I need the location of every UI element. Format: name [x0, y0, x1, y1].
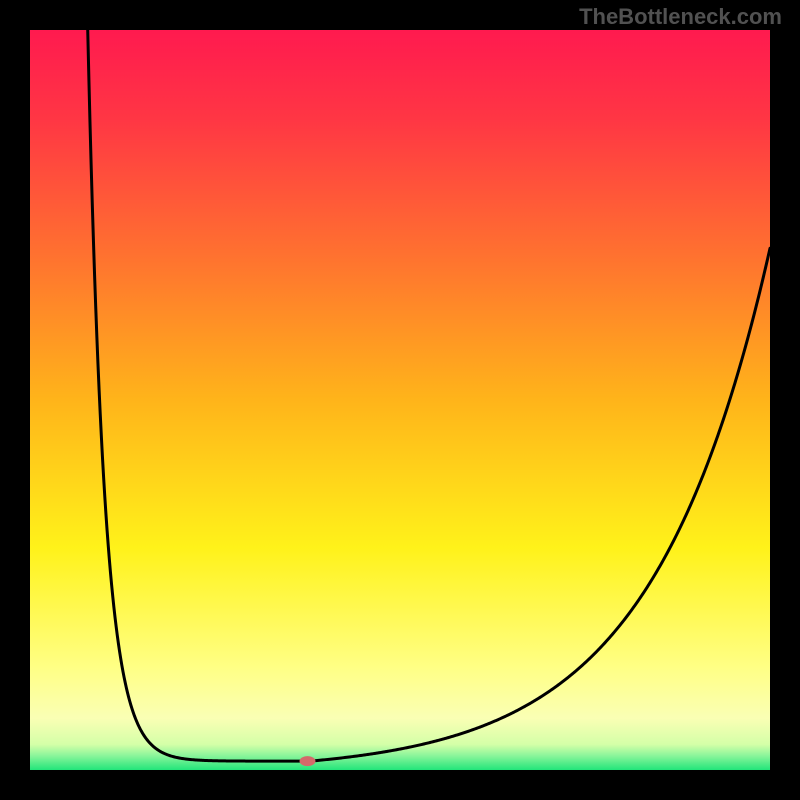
chart-background: [30, 30, 770, 770]
watermark-text: TheBottleneck.com: [579, 4, 782, 30]
bottleneck-chart: [0, 0, 800, 800]
optimum-marker: [300, 756, 316, 766]
